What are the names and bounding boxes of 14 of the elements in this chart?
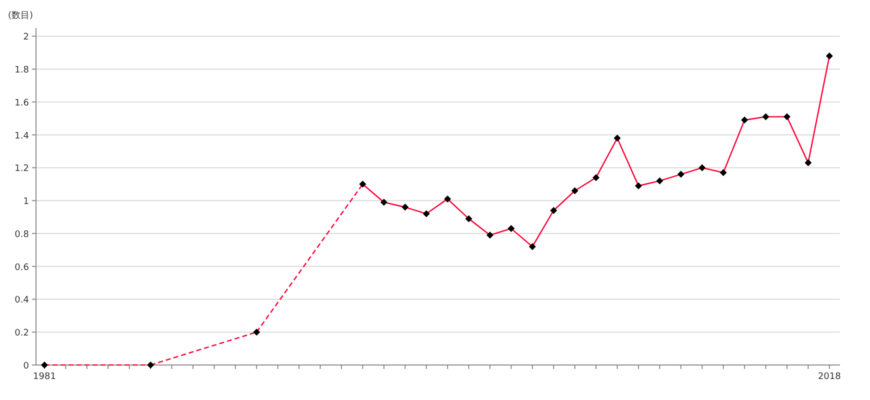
y-axis-title: (数目) bbox=[8, 10, 34, 21]
y-tick-label: 0.2 bbox=[14, 328, 29, 339]
x-tick-label: 2018 bbox=[818, 372, 842, 382]
y-tick-label: 1.2 bbox=[14, 164, 29, 174]
y-tick-label: 1 bbox=[23, 197, 29, 208]
y-tick-label: 2 bbox=[23, 32, 29, 43]
x-tick-label: 1981 bbox=[33, 372, 56, 382]
y-tick-label: 0 bbox=[23, 362, 30, 372]
y-tick-label: 0.4 bbox=[14, 296, 30, 306]
y-tick-label: 1.4 bbox=[14, 131, 30, 142]
y-tick-label: 1.6 bbox=[14, 98, 30, 108]
y-tick-label: 0.8 bbox=[14, 230, 30, 240]
y-tick-label: 0.6 bbox=[14, 262, 30, 273]
y-tick-label: 1.8 bbox=[14, 66, 30, 76]
